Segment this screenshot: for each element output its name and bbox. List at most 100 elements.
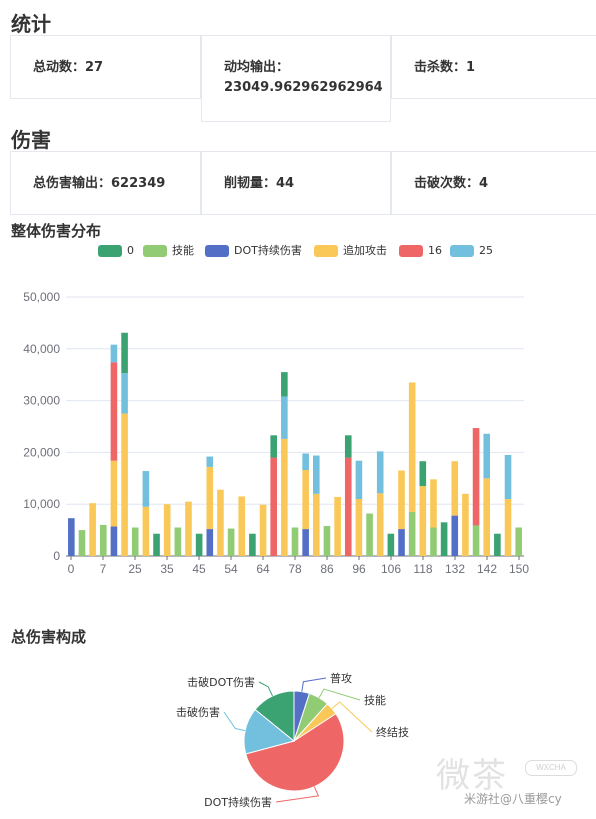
bar-segment[interactable] <box>281 396 288 439</box>
bar-segment[interactable] <box>281 438 288 556</box>
pie-slice[interactable] <box>254 690 295 743</box>
watermark-credit: 米游社@八重樱cy <box>464 792 562 806</box>
y-tick-label: 20,000 <box>23 445 60 459</box>
bar-segment[interactable] <box>110 526 118 556</box>
damage-section-title: 伤害 <box>11 128 51 152</box>
bar-segment[interactable] <box>387 533 395 556</box>
bar-segment[interactable] <box>206 456 214 467</box>
bar-segment[interactable] <box>110 344 118 363</box>
bar-segment[interactable] <box>78 530 86 556</box>
bar-segment[interactable] <box>142 506 150 556</box>
bar-segment[interactable] <box>504 454 512 500</box>
bar-segment[interactable] <box>302 453 309 471</box>
stat-value: 1 <box>466 60 476 75</box>
bar-segment[interactable] <box>408 511 416 556</box>
bar-segment[interactable] <box>494 533 501 556</box>
bar-segment[interactable] <box>419 486 427 556</box>
pie-slice[interactable] <box>245 713 345 792</box>
x-tick-label: 45 <box>192 562 206 576</box>
bar-segment[interactable] <box>376 451 384 494</box>
bar-segment[interactable] <box>419 461 427 487</box>
x-tick-label: 64 <box>256 562 270 576</box>
bar-segment[interactable] <box>99 524 107 556</box>
pie-label-line <box>258 681 273 697</box>
bar-segment[interactable] <box>142 471 150 507</box>
bar-segment[interactable] <box>121 413 128 556</box>
x-tick-label: 142 <box>477 562 497 576</box>
bar-segment[interactable] <box>110 362 118 461</box>
bar-segment[interactable] <box>302 529 309 556</box>
pie-label-line <box>318 688 361 701</box>
bar-segment[interactable] <box>281 372 288 397</box>
stat-value: 4 <box>479 176 489 191</box>
pie-slice-label: 技能 <box>364 693 386 707</box>
bar-segment[interactable] <box>430 479 437 528</box>
bar-segment[interactable] <box>398 470 405 530</box>
stat-value: 23049.962962962964 <box>224 80 383 95</box>
bar-segment[interactable] <box>121 332 128 374</box>
bar-segment[interactable] <box>185 501 192 556</box>
bar-segment[interactable] <box>323 525 331 556</box>
damage-row: 总伤害输出：622349 削韧量：44 击破次数：4 <box>10 151 596 217</box>
bar-segment[interactable] <box>334 496 341 556</box>
bar-segment[interactable] <box>344 457 352 556</box>
bar-segment[interactable] <box>376 493 384 556</box>
bar-segment[interactable] <box>259 504 267 556</box>
bar-segment[interactable] <box>249 533 256 556</box>
bar-segment[interactable] <box>174 527 182 556</box>
bar-segment[interactable] <box>440 522 448 556</box>
bar-segment[interactable] <box>344 435 352 458</box>
bar-segment[interactable] <box>483 433 491 479</box>
bar-segment[interactable] <box>131 527 139 556</box>
bar-segment[interactable] <box>504 499 512 556</box>
bar-segment[interactable] <box>110 460 118 527</box>
bar-segment[interactable] <box>313 455 320 494</box>
bar-segment[interactable] <box>89 503 96 556</box>
pie-chart-title: 总伤害构成 <box>11 628 87 646</box>
x-tick-label: 25 <box>128 562 142 576</box>
stat-card-kills: 击杀数：1 <box>391 35 596 99</box>
x-tick-label: 118 <box>413 562 432 576</box>
bar-segment[interactable] <box>472 525 480 556</box>
bar-segment[interactable] <box>270 435 277 458</box>
bar-segment[interactable] <box>515 527 522 556</box>
bar-segment[interactable] <box>408 382 416 512</box>
bar-segment[interactable] <box>68 518 75 556</box>
bar-segment[interactable] <box>313 493 320 556</box>
bar-segment[interactable] <box>451 515 459 556</box>
stat-label: 总动数： <box>33 60 86 75</box>
stats-row: 总动数：27 动均输出： 23049.962962962964 击杀数：1 <box>10 35 596 122</box>
bar-segment[interactable] <box>302 470 309 530</box>
stat-value: 27 <box>85 60 104 75</box>
bar-segment[interactable] <box>217 489 224 556</box>
bar-segment[interactable] <box>472 428 480 526</box>
bar-segment[interactable] <box>430 527 437 556</box>
bar-segment[interactable] <box>206 529 214 556</box>
bar-segment[interactable] <box>153 533 160 556</box>
bar-segment[interactable] <box>366 513 373 556</box>
bar-segment[interactable] <box>238 496 246 556</box>
bar-segment[interactable] <box>483 478 491 556</box>
bar-segment[interactable] <box>206 466 214 530</box>
x-tick-label: 78 <box>288 562 302 576</box>
bar-segment[interactable] <box>195 533 203 556</box>
bar-segment[interactable] <box>398 529 405 556</box>
legend-swatch <box>450 245 474 257</box>
bar-segment[interactable] <box>163 504 171 556</box>
pie-slice-label: DOT持续伤害 <box>204 795 272 809</box>
bar-segment[interactable] <box>291 527 299 556</box>
stat-card-total-turns: 总动数：27 <box>10 35 201 99</box>
bar-segment[interactable] <box>451 461 459 516</box>
stat-card-total-damage: 总伤害输出：622349 <box>10 151 201 215</box>
x-tick-label: 150 <box>509 562 529 576</box>
bar-segment[interactable] <box>121 373 128 414</box>
bar-segment[interactable] <box>355 460 363 500</box>
bar-segment[interactable] <box>355 499 363 556</box>
bar-segment[interactable] <box>227 528 235 556</box>
bar-segment[interactable] <box>270 457 277 556</box>
bar-segment[interactable] <box>462 493 469 556</box>
legend-swatch <box>98 245 122 257</box>
y-tick-label: 30,000 <box>23 394 60 408</box>
legend-label: 0 <box>127 244 134 257</box>
